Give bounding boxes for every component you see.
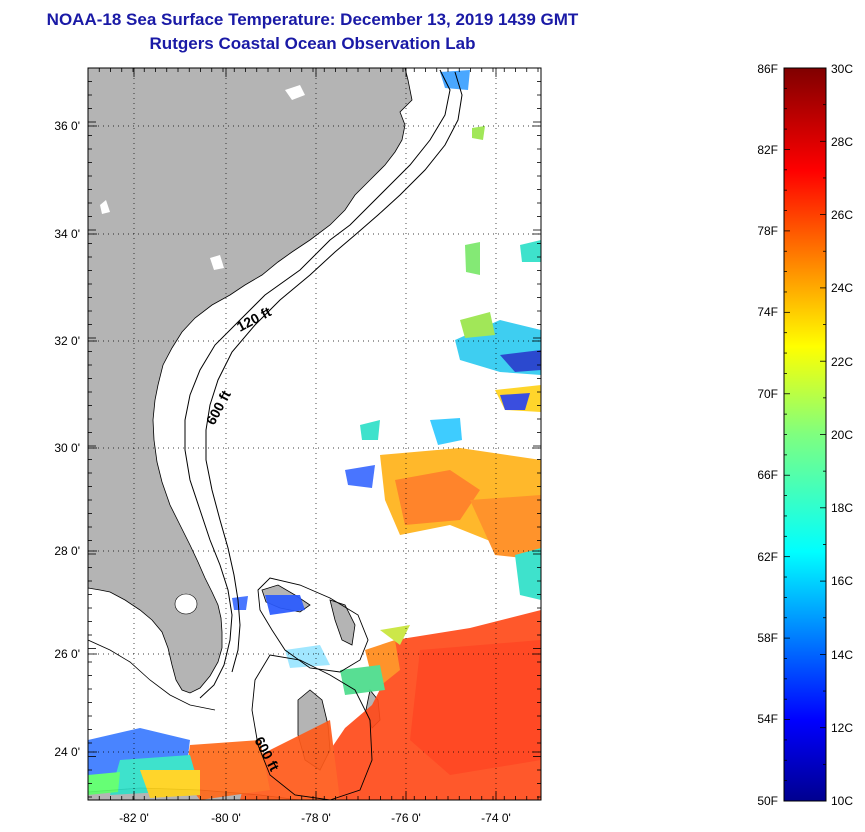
cb-f-label: 66F <box>757 468 778 482</box>
graticule <box>88 68 541 800</box>
cb-f-label: 86F <box>757 62 778 76</box>
cb-c-label: 26C <box>831 208 853 222</box>
contour-great-bahama-bank <box>251 654 373 800</box>
cb-c-label: 10C <box>831 794 853 808</box>
cb-c-label: 12C <box>831 721 853 735</box>
map-frame <box>87 67 542 801</box>
cb-c-label: 30C <box>831 62 853 76</box>
lon-label: -80 0' <box>211 811 241 825</box>
map-subtitle: Rutgers Coastal Ocean Observation Lab <box>149 34 476 53</box>
lake-okeechobee <box>174 593 198 615</box>
contour-600ft <box>205 71 463 673</box>
sound-water <box>285 85 305 100</box>
cb-f-label: 74F <box>757 305 778 319</box>
lat-label: 28 0' <box>54 544 80 558</box>
lat-label: 24 0' <box>54 745 80 759</box>
contour-120ft <box>184 69 451 699</box>
cb-f-label: 58F <box>757 631 778 645</box>
cb-f-label: 70F <box>757 387 778 401</box>
latitude-axis: 36 0' 34 0' 32 0' 30 0' 28 0' 26 0' 24 0… <box>54 119 80 759</box>
inland-water <box>100 200 110 214</box>
colorbar-celsius-labels: 30C 28C 26C 24C 22C 20C 18C 16C 14C 12C … <box>831 62 853 808</box>
lat-label: 32 0' <box>54 334 80 348</box>
cb-c-label: 18C <box>831 501 853 515</box>
longitude-axis: -82 0' -80 0' -78 0' -76 0' -74 0' <box>119 811 511 825</box>
lat-label: 34 0' <box>54 227 80 241</box>
map-ticks <box>87 67 541 800</box>
cb-f-label: 54F <box>757 712 778 726</box>
lat-label: 36 0' <box>54 119 80 133</box>
cb-f-label: 62F <box>757 550 778 564</box>
lon-label: -74 0' <box>481 811 511 825</box>
cb-c-label: 22C <box>831 355 853 369</box>
cb-c-label: 14C <box>831 648 853 662</box>
cb-f-label: 82F <box>757 143 778 157</box>
cb-c-label: 16C <box>831 574 853 588</box>
cb-f-label: 50F <box>757 794 778 808</box>
lat-label: 26 0' <box>54 647 80 661</box>
colorbar-gradient <box>783 67 827 802</box>
inland-water <box>210 255 224 270</box>
island-abaco <box>329 599 356 646</box>
lon-label: -82 0' <box>119 811 149 825</box>
sst-data-patches <box>88 70 541 800</box>
land-us-southeast <box>88 68 413 694</box>
cb-c-label: 20C <box>831 428 853 442</box>
cb-c-label: 24C <box>831 281 853 295</box>
colorbar-ticks <box>784 67 826 802</box>
map-title: NOAA-18 Sea Surface Temperature: Decembe… <box>46 10 579 29</box>
contour-bahamas-shelf <box>257 577 369 673</box>
cb-c-label: 28C <box>831 135 853 149</box>
cb-f-label: 78F <box>757 224 778 238</box>
colorbar-fahrenheit-labels: 86F 82F 78F 74F 70F 66F 62F 58F 54F 50F <box>757 62 778 808</box>
lon-label: -78 0' <box>301 811 331 825</box>
contour-florida-west <box>88 639 216 711</box>
lat-label: 30 0' <box>54 441 80 455</box>
lon-label: -76 0' <box>391 811 421 825</box>
